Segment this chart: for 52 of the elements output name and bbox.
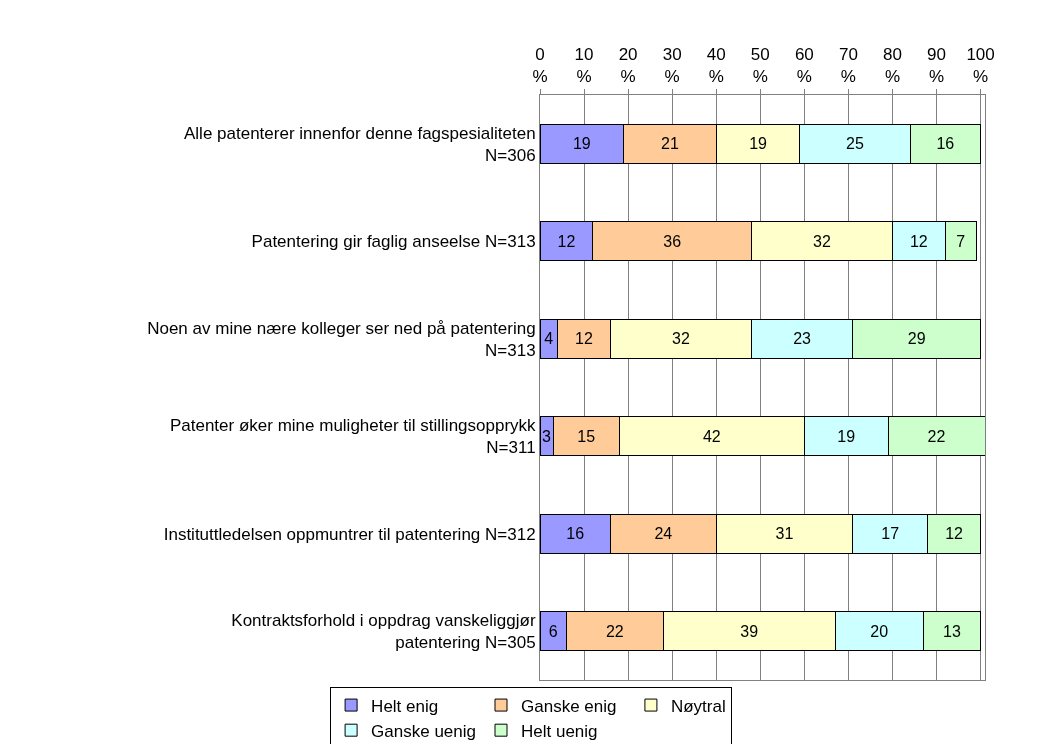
data-label: 25 xyxy=(846,135,864,153)
data-label: 31 xyxy=(775,525,794,543)
data-label: 20 xyxy=(870,622,889,640)
data-label: 32 xyxy=(813,232,831,250)
legend-label: Helt enig xyxy=(371,696,439,716)
y-tick-label: Patenter øker mine muligheter til stillingsopprykk N=311 xyxy=(169,416,537,458)
data-label: 36 xyxy=(663,232,682,250)
x-tick-label: 30 % xyxy=(662,45,682,87)
y-tick-label: Instituttledelsen oppmuntrer til patentering N=312 xyxy=(163,524,536,544)
legend-label: Ganske uenig xyxy=(371,721,477,741)
data-label: 12 xyxy=(557,232,576,250)
data-label: 24 xyxy=(654,525,673,543)
data-label: 12 xyxy=(945,525,964,543)
x-tick-label: 20 % xyxy=(618,45,638,87)
x-tick-label: 40 % xyxy=(706,45,726,87)
x-tick-label: 80 % xyxy=(883,45,902,87)
data-label: 42 xyxy=(702,427,721,445)
y-tick-label: Noen av mine nære kolleger ser ned på patentering N=313 xyxy=(147,318,536,360)
data-label: 21 xyxy=(661,135,679,153)
data-label: 6 xyxy=(548,622,558,640)
data-label: 16 xyxy=(936,135,955,153)
y-tick-label: Alle patenterer innenfor denne fagspesialiteten N=306 xyxy=(184,123,536,165)
x-tick-label: 70 % xyxy=(838,45,858,87)
y-tick-label: Kontraktsforhold i oppdrag vanskeliggjør patentering N=305 xyxy=(231,611,536,653)
legend-label: Nøytral xyxy=(670,696,726,716)
x-tick-label: 90 % xyxy=(927,45,946,87)
x-tick-label: 100 % xyxy=(966,45,995,87)
data-label: 3 xyxy=(542,427,552,445)
data-label: 16 xyxy=(566,525,585,543)
x-tick-label: 50 % xyxy=(750,45,770,87)
legend-label: Helt uenig xyxy=(521,721,598,741)
data-label: 39 xyxy=(740,622,759,640)
legend-label: Ganske enig xyxy=(521,696,617,716)
data-label: 19 xyxy=(749,135,768,153)
data-label: 22 xyxy=(605,622,624,640)
data-label: 23 xyxy=(793,330,812,348)
data-label: 12 xyxy=(909,232,928,250)
x-tick-label: 60 % xyxy=(794,45,814,87)
data-label: 12 xyxy=(575,330,594,348)
y-tick-label: Patentering gir faglig anseelse N=313 xyxy=(251,232,536,252)
data-label: 22 xyxy=(927,427,946,445)
data-label: 17 xyxy=(881,525,900,543)
data-label: 4 xyxy=(544,330,554,348)
data-label: 32 xyxy=(672,330,690,348)
x-tick-label: 10 % xyxy=(574,45,594,87)
data-label: 7 xyxy=(956,232,966,250)
data-label: 19 xyxy=(837,427,856,445)
data-label: 15 xyxy=(577,427,596,445)
x-tick-label: 0 % xyxy=(532,45,548,87)
data-label: 19 xyxy=(572,135,591,153)
data-label: 29 xyxy=(907,330,926,348)
data-label: 13 xyxy=(943,622,961,640)
